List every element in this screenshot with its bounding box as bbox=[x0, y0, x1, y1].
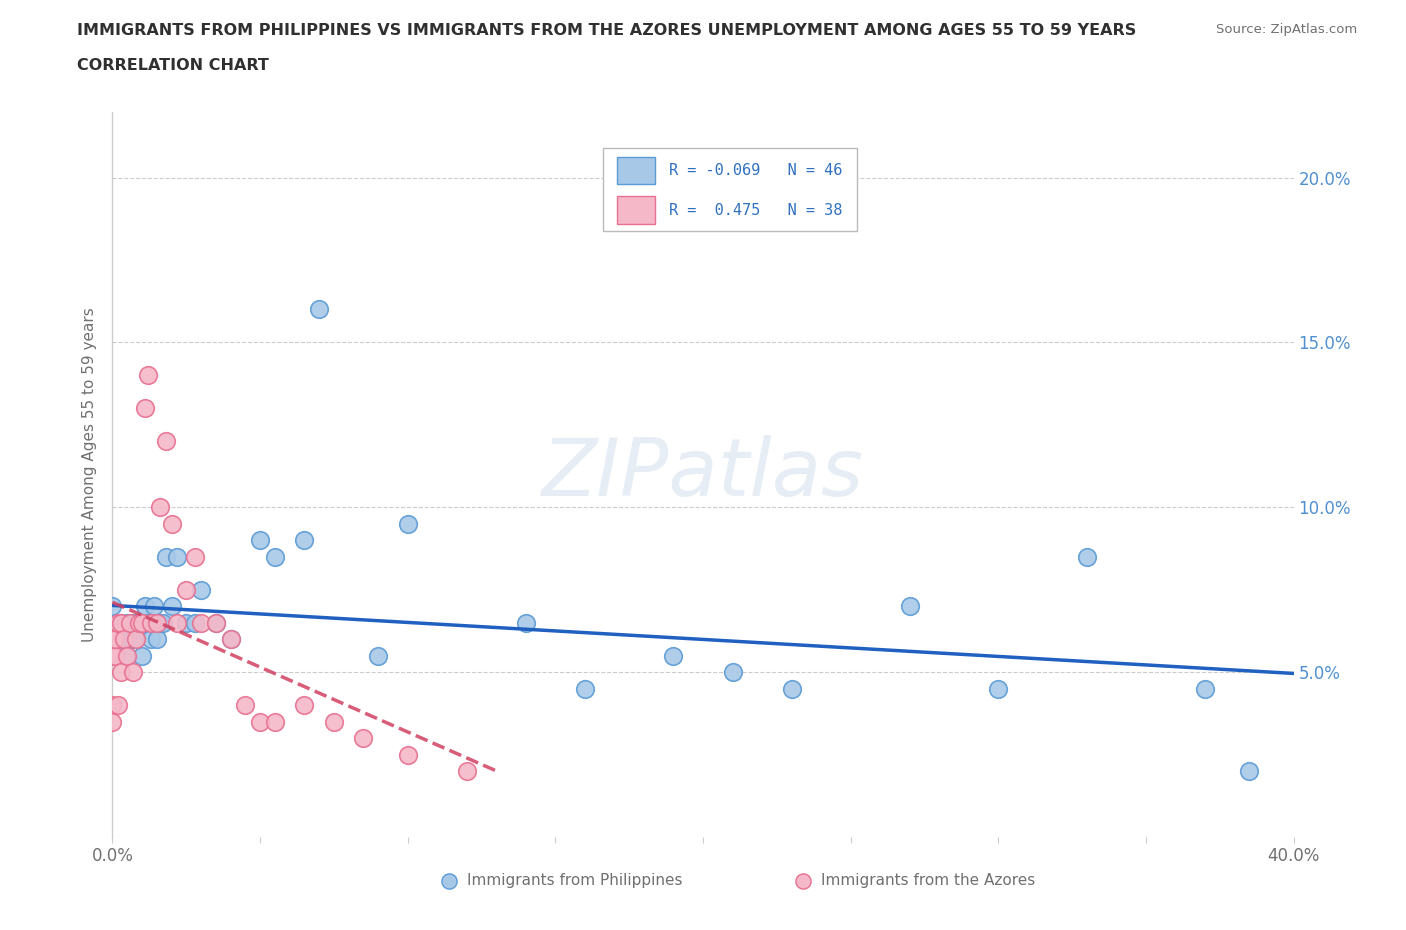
Text: ZIPatlas: ZIPatlas bbox=[541, 435, 865, 513]
Point bbox=[1239, 764, 1261, 778]
Point bbox=[136, 368, 159, 383]
Point bbox=[107, 698, 129, 712]
Point bbox=[122, 616, 145, 631]
Text: Immigrants from the Azores: Immigrants from the Azores bbox=[821, 873, 1035, 888]
Point bbox=[131, 616, 153, 631]
Point bbox=[574, 681, 596, 696]
Point bbox=[166, 550, 188, 565]
Text: R = -0.069   N = 46: R = -0.069 N = 46 bbox=[669, 163, 842, 178]
Point bbox=[101, 631, 124, 646]
FancyBboxPatch shape bbox=[617, 156, 655, 184]
Text: CORRELATION CHART: CORRELATION CHART bbox=[77, 58, 269, 73]
Point bbox=[117, 648, 138, 663]
FancyBboxPatch shape bbox=[603, 148, 856, 232]
Point bbox=[396, 747, 419, 762]
Point bbox=[152, 616, 174, 631]
Point bbox=[117, 648, 138, 663]
Point bbox=[128, 616, 150, 631]
Point bbox=[155, 434, 177, 449]
Point bbox=[721, 665, 744, 680]
Point bbox=[112, 631, 135, 646]
Point bbox=[160, 599, 183, 614]
Point bbox=[107, 631, 129, 646]
Point bbox=[396, 516, 419, 531]
Point bbox=[456, 764, 478, 778]
Point bbox=[292, 533, 315, 548]
Point bbox=[205, 616, 228, 631]
Point bbox=[131, 648, 153, 663]
Point bbox=[205, 616, 228, 631]
Point bbox=[515, 616, 537, 631]
Point bbox=[249, 533, 271, 548]
Point bbox=[190, 582, 212, 597]
Point bbox=[110, 665, 132, 680]
Point bbox=[219, 631, 242, 646]
Point bbox=[146, 616, 169, 631]
Point bbox=[367, 648, 389, 663]
Point bbox=[308, 302, 330, 317]
Point bbox=[1194, 681, 1216, 696]
Point bbox=[136, 616, 159, 631]
Point bbox=[142, 599, 165, 614]
Point bbox=[662, 648, 685, 663]
Point bbox=[149, 616, 172, 631]
Point bbox=[134, 599, 156, 614]
Point bbox=[780, 681, 803, 696]
Point bbox=[110, 616, 132, 631]
Point bbox=[101, 599, 124, 614]
Point bbox=[166, 616, 188, 631]
Point bbox=[160, 516, 183, 531]
Point bbox=[352, 731, 374, 746]
Point bbox=[184, 616, 207, 631]
Point bbox=[249, 714, 271, 729]
Point bbox=[898, 599, 921, 614]
Point bbox=[125, 631, 148, 646]
Point bbox=[139, 631, 162, 646]
Point bbox=[155, 550, 177, 565]
Point bbox=[117, 616, 138, 631]
Point bbox=[110, 616, 132, 631]
Point bbox=[149, 499, 172, 514]
Point bbox=[323, 714, 346, 729]
Point bbox=[146, 631, 169, 646]
Point bbox=[120, 616, 142, 631]
Point bbox=[131, 616, 153, 631]
Point bbox=[134, 401, 156, 416]
Point bbox=[101, 714, 124, 729]
Point bbox=[101, 698, 124, 712]
Point bbox=[128, 616, 150, 631]
Point bbox=[101, 616, 124, 631]
Point bbox=[1076, 550, 1098, 565]
Point bbox=[190, 616, 212, 631]
Point bbox=[174, 616, 197, 631]
Point bbox=[101, 648, 124, 663]
Point bbox=[104, 631, 127, 646]
Text: Immigrants from Philippines: Immigrants from Philippines bbox=[467, 873, 682, 888]
Point bbox=[101, 631, 124, 646]
Point bbox=[219, 631, 242, 646]
Point bbox=[264, 714, 287, 729]
Point bbox=[104, 648, 127, 663]
Point bbox=[125, 631, 148, 646]
Point bbox=[233, 698, 256, 712]
Point bbox=[122, 631, 145, 646]
Text: IMMIGRANTS FROM PHILIPPINES VS IMMIGRANTS FROM THE AZORES UNEMPLOYMENT AMONG AGE: IMMIGRANTS FROM PHILIPPINES VS IMMIGRANT… bbox=[77, 23, 1136, 38]
Point bbox=[112, 631, 135, 646]
Point bbox=[292, 698, 315, 712]
Text: Source: ZipAtlas.com: Source: ZipAtlas.com bbox=[1216, 23, 1357, 36]
Text: R =  0.475   N = 38: R = 0.475 N = 38 bbox=[669, 203, 842, 218]
Y-axis label: Unemployment Among Ages 55 to 59 years: Unemployment Among Ages 55 to 59 years bbox=[82, 307, 97, 642]
Point bbox=[174, 582, 197, 597]
Point bbox=[107, 616, 129, 631]
Point bbox=[139, 616, 162, 631]
Point bbox=[264, 550, 287, 565]
Point bbox=[122, 665, 145, 680]
FancyBboxPatch shape bbox=[617, 196, 655, 224]
Point bbox=[184, 550, 207, 565]
Point bbox=[987, 681, 1010, 696]
Point bbox=[120, 631, 142, 646]
